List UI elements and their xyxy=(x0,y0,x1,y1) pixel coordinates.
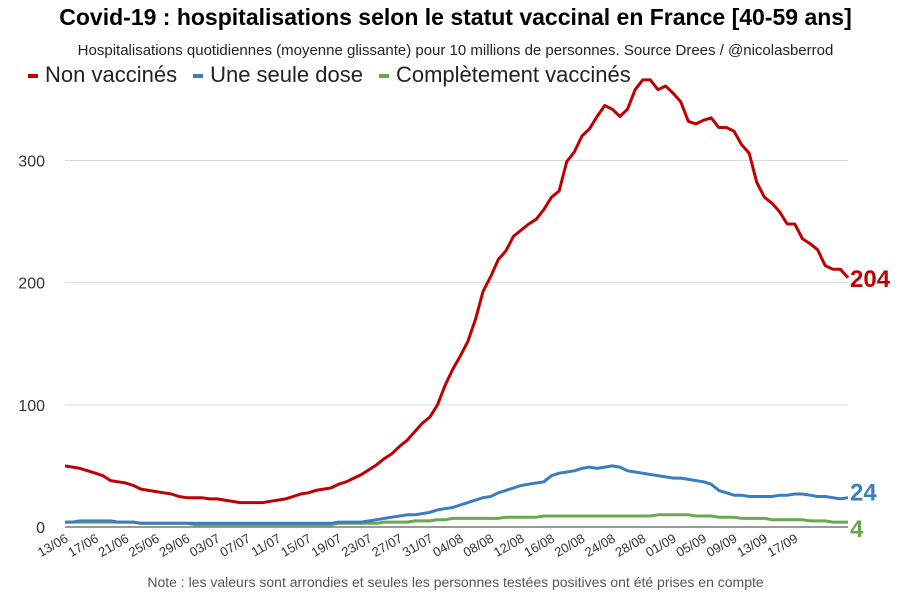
x-tick-label: 29/06 xyxy=(156,531,192,560)
y-tick-label: 200 xyxy=(18,276,45,293)
legend-item-non-vaccines: Non vaccinés xyxy=(28,62,177,88)
legend-label: Complètement vaccinés xyxy=(395,62,631,87)
x-tick-label: 23/07 xyxy=(339,531,375,560)
end-value-label: 24 xyxy=(850,480,877,507)
x-tick-label: 08/08 xyxy=(461,531,497,560)
legend-swatch xyxy=(193,74,204,78)
x-tick-label: 15/07 xyxy=(278,531,314,560)
y-tick-label: 100 xyxy=(18,398,45,415)
legend-swatch xyxy=(28,74,38,78)
x-tick-label: 07/07 xyxy=(217,531,253,560)
legend-item-une-dose: Une seule dose xyxy=(193,62,363,88)
x-tick-label: 17/06 xyxy=(65,531,101,560)
x-tick-label: 09/09 xyxy=(704,531,740,560)
x-tick-label: 31/07 xyxy=(400,531,436,560)
legend-item-completement-vaccines: Complètement vaccinés xyxy=(378,62,631,88)
x-tick-label: 16/08 xyxy=(521,531,557,560)
x-tick-label: 20/08 xyxy=(552,531,588,560)
legend: Non vaccinés Une seule dose Complètement… xyxy=(28,62,647,88)
x-tick-label: 27/07 xyxy=(369,531,405,560)
x-tick-label: 12/08 xyxy=(491,531,527,560)
x-tick-label: 25/06 xyxy=(126,531,162,560)
end-value-label: 204 xyxy=(850,266,891,293)
x-tick-label: 19/07 xyxy=(308,531,344,560)
legend-swatch xyxy=(378,74,389,78)
x-tick-label: 28/08 xyxy=(613,531,649,560)
series-line xyxy=(64,78,850,505)
chart-subtitle: Hospitalisations quotidiennes (moyenne g… xyxy=(77,42,834,59)
chart-title: Covid-19 : hospitalisations selon le sta… xyxy=(59,4,852,30)
x-tick-label: 01/09 xyxy=(643,531,679,560)
x-tick-label: 17/09 xyxy=(765,531,801,560)
x-tick-label: 05/09 xyxy=(673,531,709,560)
x-tick-label: 21/06 xyxy=(96,531,132,560)
legend-label: Non vaccinés xyxy=(45,62,178,87)
chart-note: Note : les valeurs sont arrondies et seu… xyxy=(147,574,764,590)
x-tick-label: 24/08 xyxy=(582,531,618,560)
x-tick-label: 11/07 xyxy=(249,531,284,560)
x-tick-label: 03/07 xyxy=(187,531,223,560)
legend-label: Une seule dose xyxy=(210,62,363,87)
end-value-label: 4 xyxy=(850,516,864,543)
x-tick-label: 04/08 xyxy=(430,531,466,560)
y-tick-label: 300 xyxy=(18,154,45,171)
x-tick-label: 13/09 xyxy=(734,531,770,560)
y-tick-label: 0 xyxy=(36,520,45,537)
series-line xyxy=(65,464,849,525)
